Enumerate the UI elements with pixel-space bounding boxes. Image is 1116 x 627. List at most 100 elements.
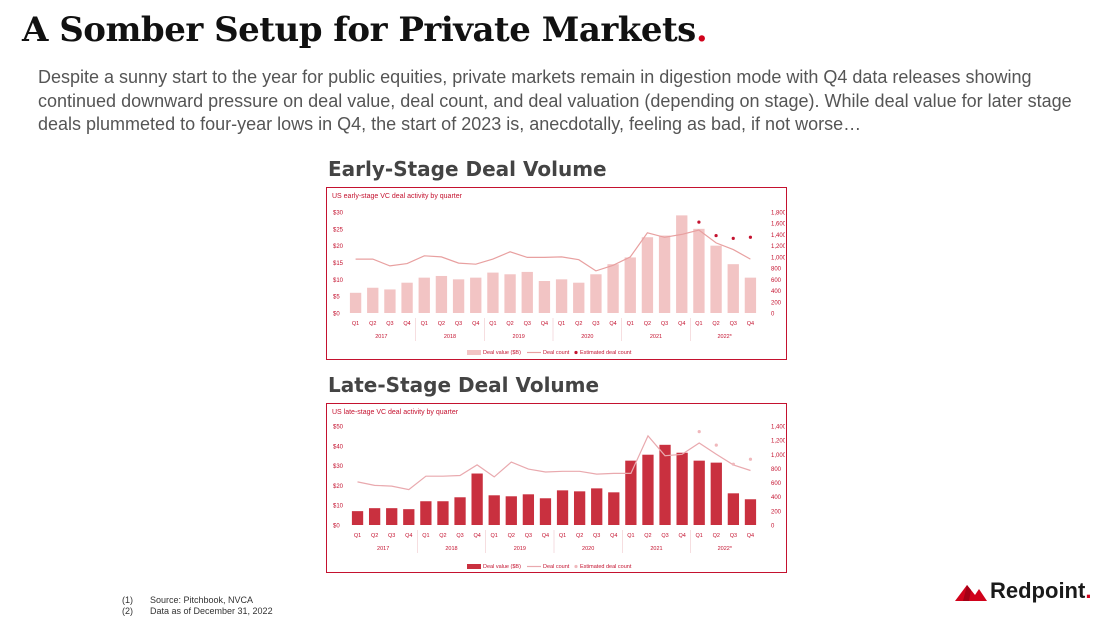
bar-deal-value — [435, 275, 448, 313]
right-axis-tick-label: 400 — [771, 289, 782, 295]
legend-swatch-deal-value — [467, 564, 481, 569]
x-tick-label: Q3 — [455, 321, 462, 327]
right-axis-tick-label: 800 — [771, 267, 782, 273]
year-label: 2022* — [717, 334, 732, 340]
bar-deal-value — [573, 491, 586, 525]
x-tick-label: Q2 — [438, 321, 445, 327]
early-stage-chart: US early-stage VC deal activity by quart… — [332, 193, 785, 356]
left-axis-tick-label: $30 — [333, 211, 344, 217]
right-axis-tick-label: 1,400 — [771, 425, 785, 431]
bar-deal-value — [608, 492, 620, 525]
x-tick-label: Q2 — [369, 321, 376, 327]
x-tick-label: Q3 — [524, 321, 531, 327]
bar-deal-value — [710, 462, 722, 525]
point-estimated-deal-count — [714, 233, 718, 238]
bar-deal-value — [641, 237, 654, 313]
bar-deal-value — [471, 473, 483, 525]
bar-deal-value — [573, 282, 585, 313]
x-tick-label: Q3 — [730, 321, 737, 327]
left-axis-tick-label: $25 — [333, 227, 344, 233]
bar-deal-value — [624, 257, 636, 313]
mountain-peak-icon — [955, 585, 987, 601]
year-label: 2020 — [582, 546, 594, 552]
line-deal-count — [357, 434, 751, 491]
legend-swatch-estimated — [574, 350, 578, 355]
x-tick-label: Q3 — [661, 321, 668, 327]
x-tick-label: Q2 — [712, 321, 719, 327]
right-axis-tick-label: 0 — [771, 524, 775, 530]
left-axis-tick-label: $20 — [333, 484, 344, 490]
logo-wordmark: Redpoint. — [990, 578, 1092, 603]
right-axis-tick-label: 600 — [771, 278, 782, 284]
x-tick-label: Q4 — [403, 321, 410, 327]
right-axis-tick-label: 600 — [771, 481, 782, 487]
year-label: 2018 — [445, 546, 457, 552]
x-tick-label: Q4 — [678, 321, 685, 327]
bar-deal-value — [539, 498, 552, 525]
x-tick-label: Q4 — [472, 321, 479, 327]
bar-deal-value — [625, 460, 637, 525]
left-axis-tick-label: $0 — [333, 312, 340, 318]
bar-deal-value — [710, 245, 722, 313]
page-title: A Somber Setup for Private Markets. — [22, 10, 708, 50]
bar-deal-value — [521, 271, 533, 313]
x-tick-label: Q2 — [644, 533, 651, 539]
year-label: 2021 — [650, 546, 662, 552]
point-estimated-deal-count — [731, 236, 735, 240]
year-label: 2019 — [513, 334, 525, 340]
x-tick-label: Q2 — [371, 533, 378, 539]
x-tick-label: Q4 — [747, 533, 754, 539]
bar-deal-value — [386, 508, 398, 525]
right-axis-tick-label: 200 — [771, 509, 782, 515]
x-tick-label: Q2 — [439, 533, 446, 539]
x-tick-label: Q3 — [456, 533, 463, 539]
year-label: 2020 — [581, 334, 593, 340]
late-stage-chart: US late-stage VC deal activity by quarte… — [332, 409, 785, 570]
x-tick-label: Q1 — [491, 533, 498, 539]
year-label: 2021 — [650, 334, 662, 340]
early-stage-chart-panel: US early-stage VC deal activity by quart… — [326, 187, 787, 360]
bar-deal-value — [454, 497, 466, 525]
x-tick-label: Q1 — [559, 533, 566, 539]
left-axis-tick-label: $10 — [333, 504, 344, 510]
bar-deal-value — [659, 444, 671, 525]
point-estimated-deal-count — [697, 220, 701, 224]
bar-deal-value — [538, 281, 551, 313]
legend-label-deal-value: Deal value ($B) — [483, 564, 521, 570]
bar-deal-value — [607, 264, 619, 313]
bar-deal-value — [384, 289, 396, 313]
legend-swatch-estimated — [574, 564, 578, 569]
right-axis-tick-label: 1,400 — [771, 233, 785, 239]
bar-deal-value — [401, 282, 413, 313]
bar-deal-value — [658, 235, 671, 313]
x-tick-label: Q2 — [713, 533, 720, 539]
left-axis-tick-label: $30 — [333, 464, 344, 470]
x-tick-label: Q2 — [508, 533, 515, 539]
x-tick-label: Q2 — [575, 321, 582, 327]
point-estimated-deal-count — [697, 430, 701, 434]
point-estimated-deal-count — [731, 462, 735, 466]
x-tick-label: Q4 — [747, 321, 754, 327]
bar-deal-value — [504, 274, 516, 313]
bar-deal-value — [367, 287, 379, 313]
legend-label-deal-value: Deal value ($B) — [483, 350, 521, 356]
line-deal-count — [355, 229, 751, 272]
early-stage-section-title: Early-Stage Deal Volume — [328, 157, 607, 181]
left-axis-tick-label: $10 — [333, 278, 344, 284]
x-tick-label: Q3 — [525, 533, 532, 539]
page-title-text: A Somber Setup for Private Markets — [22, 10, 696, 50]
x-tick-label: Q4 — [473, 533, 480, 539]
bar-deal-value — [676, 452, 688, 525]
legend-label-deal-count: Deal count — [543, 350, 570, 356]
title-accent-dot: . — [695, 10, 708, 50]
bar-deal-value — [744, 277, 757, 313]
x-tick-label: Q1 — [489, 321, 496, 327]
bar-deal-value — [487, 272, 499, 313]
bar-deal-value — [488, 495, 500, 525]
footnotes: (1) Source: Pitchbook, NVCA (2) Data as of… — [122, 595, 273, 616]
x-tick-label: Q1 — [354, 533, 361, 539]
year-label: 2019 — [514, 546, 526, 552]
left-axis-tick-label: $15 — [333, 261, 344, 267]
late-stage-section-title: Late-Stage Deal Volume — [328, 373, 600, 397]
x-tick-label: Q4 — [678, 533, 685, 539]
